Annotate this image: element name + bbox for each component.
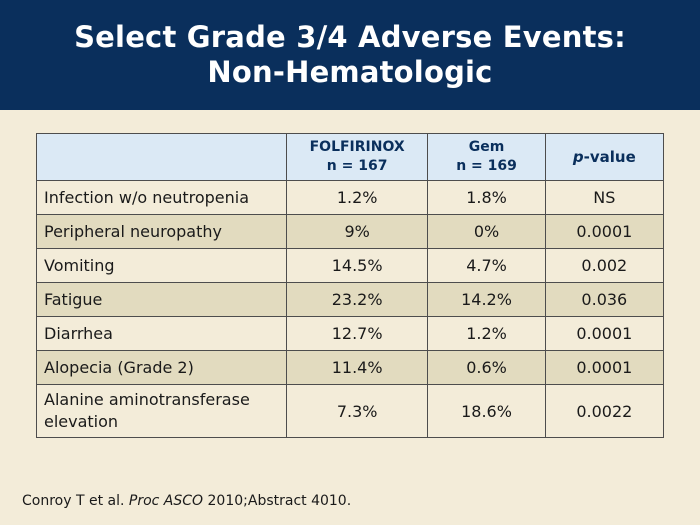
gem-value: 4.7%: [427, 248, 546, 283]
table-row: Fatigue 23.2% 14.2% 0.036: [36, 282, 665, 317]
event-label: Peripheral neuropathy: [36, 214, 287, 249]
event-label: Fatigue: [36, 282, 287, 317]
header-gem-name: Gem: [468, 139, 505, 155]
p-value: 0.0022: [544, 384, 665, 438]
event-label: Alanine aminotransferase elevation: [36, 384, 287, 438]
gem-value: 14.2%: [427, 282, 546, 317]
p-value: 0.0001: [544, 350, 665, 385]
p-value: 0.002: [544, 248, 665, 283]
citation-details: 2010;Abstract 4010.: [207, 493, 352, 509]
slide-title-line-2: Non-Hematologic: [207, 55, 493, 89]
table-row: Alopecia (Grade 2) 11.4% 0.6% 0.0001: [36, 350, 665, 385]
gem-value: 1.2%: [427, 316, 546, 351]
slide-title-line-1: Select Grade 3/4 Adverse Events:: [74, 20, 626, 54]
folfirinox-value: 23.2%: [285, 282, 429, 317]
citation-journal: Proc ASCO: [128, 493, 204, 509]
header-folfirinox-n: n = 167: [326, 158, 388, 174]
table-row: Alanine aminotransferase elevation 7.3% …: [36, 384, 665, 438]
event-label: Diarrhea: [36, 316, 287, 351]
p-value: NS: [544, 180, 665, 215]
adverse-events-table: FOLFIRINOX n = 167 Gem n = 169 p-value I…: [36, 133, 665, 438]
folfirinox-value: 9%: [285, 214, 429, 249]
table-row: Diarrhea 12.7% 1.2% 0.0001: [36, 316, 665, 351]
header-folfirinox: FOLFIRINOX n = 167: [285, 133, 429, 181]
citation: Conroy T et al. Proc ASCO 2010;Abstract …: [22, 493, 351, 509]
folfirinox-value: 14.5%: [285, 248, 429, 283]
citation-authors: Conroy T et al.: [22, 493, 125, 509]
folfirinox-value: 1.2%: [285, 180, 429, 215]
event-label: Alopecia (Grade 2): [36, 350, 287, 385]
header-pvalue-italic: p: [572, 147, 584, 166]
title-bar: Select Grade 3/4 Adverse Events: Non-Hem…: [0, 0, 700, 110]
event-label: Infection w/o neutropenia: [36, 180, 287, 215]
header-folfirinox-name: FOLFIRINOX: [309, 139, 405, 155]
folfirinox-value: 7.3%: [285, 384, 429, 438]
header-pvalue: p-value: [544, 133, 665, 181]
table-row: Peripheral neuropathy 9% 0% 0.0001: [36, 214, 665, 249]
gem-value: 18.6%: [427, 384, 546, 438]
folfirinox-value: 12.7%: [285, 316, 429, 351]
header-empty-cell: [36, 133, 287, 181]
table-row: Vomiting 14.5% 4.7% 0.002: [36, 248, 665, 283]
p-value: 0.0001: [544, 316, 665, 351]
gem-value: 0%: [427, 214, 546, 249]
header-gem: Gem n = 169: [427, 133, 546, 181]
gem-value: 1.8%: [427, 180, 546, 215]
gem-value: 0.6%: [427, 350, 546, 385]
p-value: 0.0001: [544, 214, 665, 249]
table-row: Infection w/o neutropenia 1.2% 1.8% NS: [36, 180, 665, 215]
header-pvalue-rest: -value: [583, 147, 636, 166]
table-header-row: FOLFIRINOX n = 167 Gem n = 169 p-value: [36, 133, 665, 181]
header-gem-n: n = 169: [456, 158, 517, 174]
folfirinox-value: 11.4%: [285, 350, 429, 385]
p-value: 0.036: [544, 282, 665, 317]
event-label: Vomiting: [36, 248, 287, 283]
